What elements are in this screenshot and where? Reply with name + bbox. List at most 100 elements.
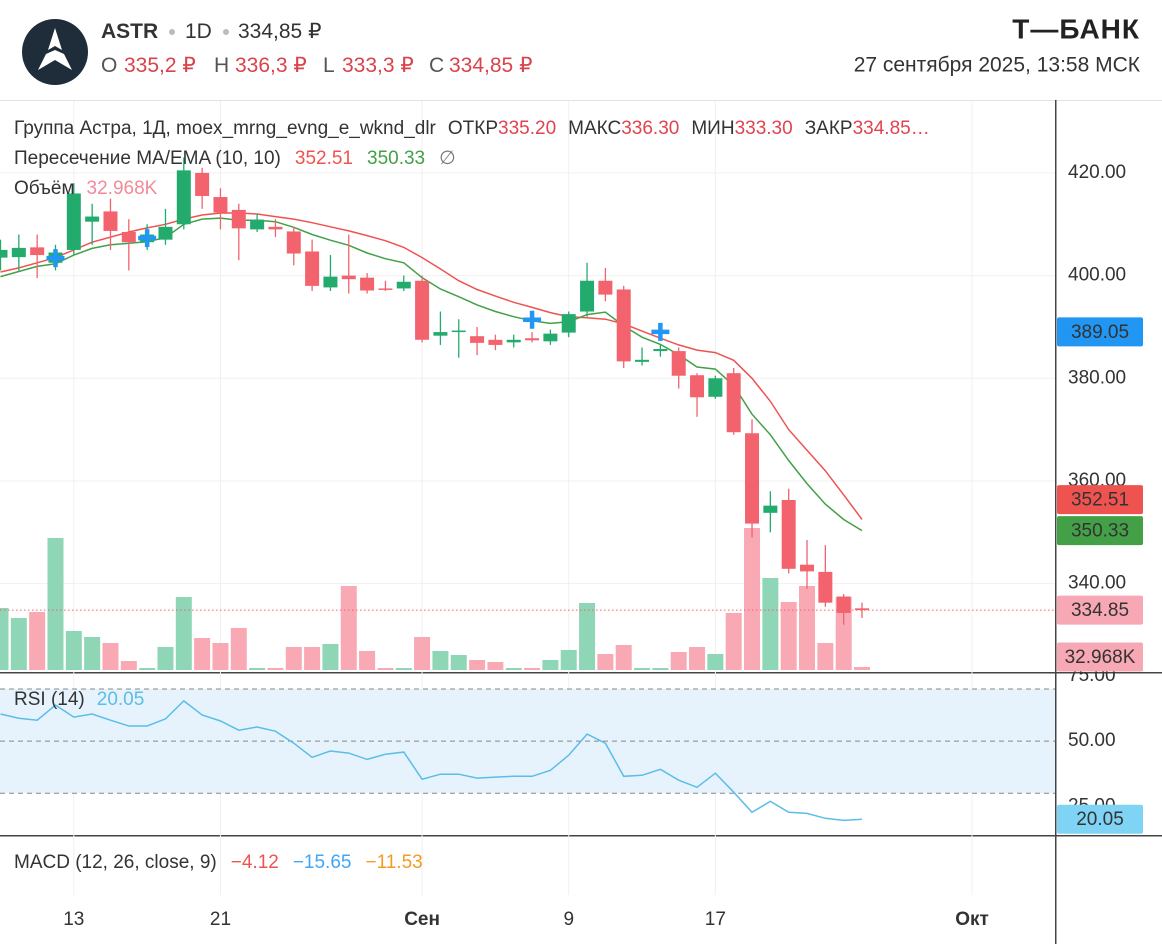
candle-body (836, 596, 851, 613)
x-tick-label: 17 (705, 909, 726, 930)
ma-label: 352.51 (1071, 490, 1129, 511)
legend-rsi: RSI (14) 20.05 (14, 689, 144, 710)
legend-title: Пересечение MA/EMA (10, 10) (14, 148, 281, 169)
volume-bar (542, 660, 559, 670)
volume-bar (854, 667, 871, 670)
volume-bar (744, 528, 761, 670)
volume-bar (762, 578, 779, 670)
ema-label-bg (1057, 516, 1143, 546)
legend-value: 350.33 (367, 148, 425, 169)
pane-border (0, 672, 1162, 674)
volume-bar (359, 651, 376, 670)
volume-bar (47, 538, 64, 670)
volume-bar (84, 637, 101, 670)
volume-bar (65, 631, 82, 670)
rsi-label-bg (1057, 804, 1143, 834)
ohlc-key: O (101, 54, 117, 77)
volume-bar (524, 668, 541, 670)
candle-body (561, 314, 576, 333)
x-tick-label: 21 (210, 909, 231, 930)
candle-body (580, 280, 595, 312)
candle-body (488, 339, 503, 345)
volume-bar (505, 668, 522, 670)
candle-body (855, 608, 870, 611)
legend-value: 336.30 (621, 118, 679, 139)
volume-bar (175, 597, 192, 670)
ohlc-value: 333,3 ₽ (342, 54, 414, 77)
volume-bar (285, 647, 302, 670)
legend-ma: Пересечение MA/EMA (10, 10) 352.51 350.33 ∅ (14, 148, 456, 169)
candle-body (213, 197, 228, 213)
ohlc-key: H (214, 54, 229, 77)
signal-marker (523, 310, 542, 329)
pane-border (0, 100, 1162, 101)
candle-body (671, 351, 686, 376)
symbol: ASTR (101, 20, 158, 43)
price-label-bg (1057, 595, 1143, 625)
volume-bar (432, 651, 449, 670)
volume-bar (450, 655, 467, 670)
y-tick-label: 380.00 (1068, 367, 1126, 388)
x-tick-label: 9 (563, 909, 574, 930)
volume-bar (670, 652, 687, 670)
x-tick-label: Сен (404, 909, 440, 930)
candle-body (818, 571, 833, 603)
legend-volume: Объём 32.968K (14, 178, 158, 199)
candle-body (690, 375, 705, 398)
candle-body (11, 247, 26, 258)
legend-title: RSI (14) (14, 689, 85, 710)
ma-label-bg (1057, 485, 1143, 515)
candle-body (0, 249, 8, 258)
candle-body (745, 433, 760, 524)
candle-body (763, 505, 778, 513)
legend-title: Группа Астра, 1Д, moex_mrng_evng_e_wknd_… (14, 118, 437, 139)
legend-value: 334.85… (853, 118, 930, 139)
volume-bar (780, 602, 797, 670)
candle-body (415, 280, 430, 340)
legend-value: −11.53 (365, 852, 422, 873)
volume-bar (157, 647, 174, 670)
legend-value: 335.20 (498, 118, 556, 139)
rsi-pane (0, 688, 1055, 822)
rsi-band (0, 688, 1055, 794)
candle-body (506, 339, 521, 343)
volume-bar (414, 637, 431, 670)
datetime: 27 сентября 2025, 13:58 МСК (854, 54, 1141, 77)
volume-bar (634, 668, 651, 670)
volume-bar (230, 628, 247, 670)
candle-body (103, 211, 118, 231)
candle-body (781, 499, 796, 569)
candle-body (800, 564, 815, 572)
volume-bar (395, 668, 412, 670)
logo (22, 19, 88, 85)
x-tick-label: 13 (63, 909, 84, 930)
legend-key: МИН (691, 118, 734, 139)
legend-key: ЗАКР (805, 118, 853, 139)
volume-bar (817, 643, 834, 670)
volume-bar (835, 597, 852, 670)
candle-body (286, 231, 301, 254)
ema-label: 350.33 (1071, 521, 1129, 542)
pane-border (0, 835, 1162, 837)
volume-bar (29, 612, 46, 670)
candle-body (726, 373, 741, 433)
volume-bar (652, 668, 669, 670)
header-line: ASTR 1D 334,85 ₽ (101, 20, 321, 43)
legend-key: ОТКР (448, 118, 498, 139)
volume-bar (304, 647, 321, 670)
volume-bar (707, 654, 724, 670)
price: 334,85 ₽ (238, 20, 321, 43)
candle-body (121, 231, 136, 243)
separator-dot (223, 29, 229, 35)
legend-value: 352.51 (295, 148, 353, 169)
legend-value: −4.12 (231, 852, 279, 873)
rsi-label: 20.05 (1076, 809, 1124, 830)
candle-body (250, 219, 265, 230)
volume-bar (615, 645, 632, 670)
candle-body (470, 336, 485, 343)
candle-body (231, 209, 246, 229)
volume-bar (469, 660, 486, 670)
candle-body (195, 172, 210, 197)
volume-bar (597, 654, 614, 670)
